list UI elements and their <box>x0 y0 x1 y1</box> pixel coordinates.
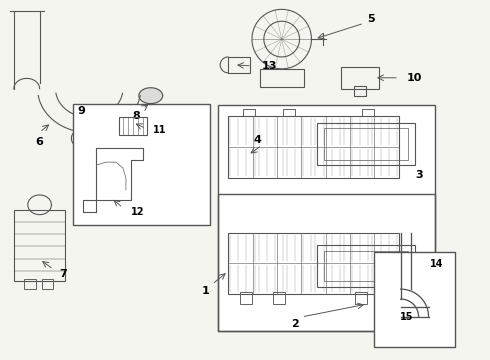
Text: 1: 1 <box>201 286 209 296</box>
Bar <box>228 117 399 178</box>
Text: 4: 4 <box>254 135 262 145</box>
Bar <box>260 69 303 87</box>
Bar <box>218 105 435 331</box>
Bar <box>355 292 367 304</box>
Text: 6: 6 <box>36 137 44 147</box>
Bar <box>283 109 294 117</box>
Text: 13: 13 <box>262 61 277 71</box>
Bar <box>318 246 415 287</box>
Bar <box>42 279 53 289</box>
Bar <box>228 57 250 73</box>
Bar <box>14 210 65 281</box>
Text: 3: 3 <box>415 170 422 180</box>
Text: 11: 11 <box>153 125 166 135</box>
Text: 9: 9 <box>77 105 85 116</box>
Text: 8: 8 <box>132 111 140 121</box>
Bar <box>324 251 408 281</box>
Bar <box>218 194 435 331</box>
Bar <box>341 67 379 89</box>
Bar <box>374 252 455 347</box>
Bar <box>24 279 36 289</box>
Text: 5: 5 <box>367 14 375 24</box>
Bar <box>119 117 147 135</box>
Text: 15: 15 <box>400 312 414 322</box>
Bar <box>240 292 252 304</box>
Text: 10: 10 <box>407 73 422 83</box>
Bar <box>362 109 374 117</box>
Bar <box>318 123 415 165</box>
Text: 12: 12 <box>131 207 145 217</box>
Bar <box>273 292 285 304</box>
Bar <box>74 104 210 225</box>
Text: 14: 14 <box>430 259 443 269</box>
Bar <box>354 86 366 96</box>
Text: 7: 7 <box>59 269 67 279</box>
Text: 2: 2 <box>291 319 298 329</box>
Bar <box>243 109 255 117</box>
Bar <box>228 233 399 294</box>
Bar <box>324 129 408 160</box>
Polygon shape <box>139 88 163 104</box>
